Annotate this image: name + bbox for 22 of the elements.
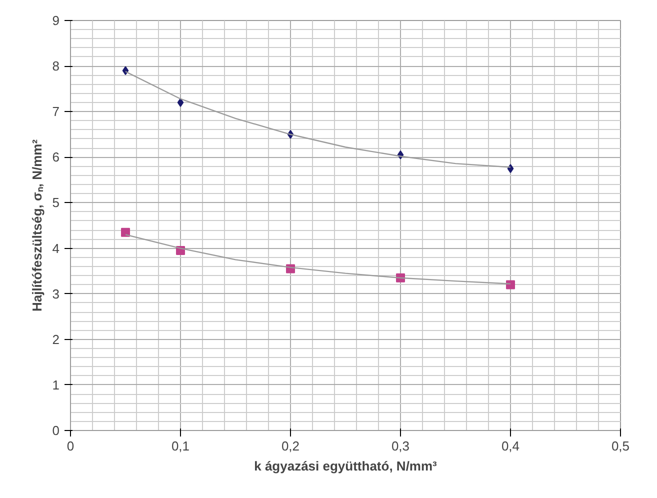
- x-axis-title: k ágyazási együttható, N/mm³: [254, 458, 438, 474]
- x-tick-label: 0,1: [171, 438, 190, 454]
- point: [507, 164, 514, 174]
- y-tick-label: 3: [52, 286, 60, 302]
- point: [506, 280, 515, 290]
- x-tick-label: 0,3: [391, 438, 410, 454]
- point: [121, 228, 130, 237]
- x-tick-label: 0: [66, 438, 74, 454]
- y-tick-label: 9: [52, 13, 60, 28]
- y-tick-label: 2: [52, 332, 60, 347]
- x-tick-label: 0,4: [501, 438, 520, 454]
- y-tick-label: 8: [52, 58, 60, 74]
- x-tick-label: 0,5: [611, 438, 630, 454]
- y-tick-label: 7: [52, 104, 60, 120]
- point: [177, 98, 184, 107]
- y-tick-label: 0: [52, 423, 60, 438]
- x-tick-label: 0,2: [281, 438, 300, 454]
- y-tick-label: 1: [52, 377, 60, 392]
- y-tick-label: 5: [52, 195, 60, 210]
- y-tick-label: 6: [52, 150, 60, 165]
- y-axis-title: Hajlítófeszültség, σₙ, N/mm²: [29, 138, 44, 312]
- y-tick-label: 4: [52, 240, 60, 256]
